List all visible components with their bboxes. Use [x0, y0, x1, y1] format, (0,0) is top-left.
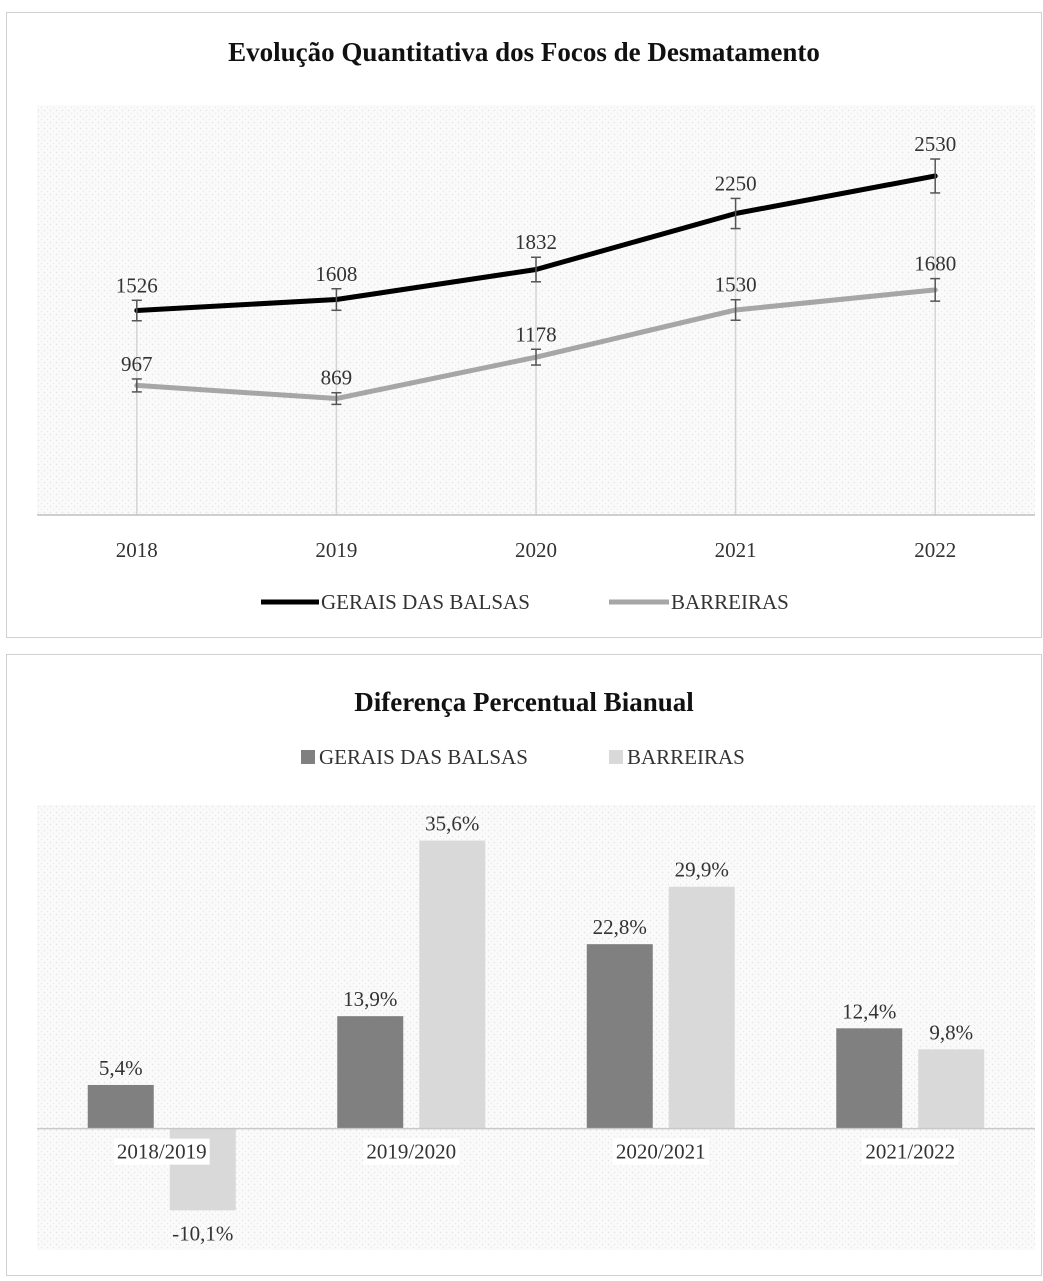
bar — [337, 1016, 404, 1129]
legend-label-gerais: GERAIS DAS BALSAS — [321, 590, 530, 614]
legend-swatch-barreiras — [609, 750, 623, 764]
data-label: -10,1% — [172, 1221, 233, 1245]
tick-label-bg — [862, 1138, 959, 1165]
bar — [918, 1049, 985, 1129]
bar — [668, 886, 735, 1129]
legend-label-gerais: GERAIS DAS BALSAS — [319, 745, 528, 769]
x-tick-label: 2018 — [116, 538, 158, 562]
data-label: 1526 — [116, 273, 158, 297]
line-legend: GERAIS DAS BALSAS BARREIRAS — [261, 590, 789, 614]
data-label: 13,9% — [343, 987, 397, 1011]
line-chart-panel: Evolução Quantitativa dos Focos de Desma… — [6, 12, 1042, 638]
data-label: 1680 — [914, 252, 956, 276]
x-tick-label: 2019 — [315, 538, 357, 562]
data-label: 1832 — [515, 230, 557, 254]
tick-label-bg — [113, 1138, 210, 1165]
data-label: 9,8% — [929, 1020, 973, 1044]
legend-swatch-gerais — [301, 750, 315, 764]
data-label: 869 — [321, 366, 353, 390]
data-label: 35,6% — [425, 812, 479, 836]
x-tick-label: 2020 — [515, 538, 557, 562]
data-label: 5,4% — [99, 1056, 143, 1080]
bar-plot-marks: 5,4% -10,1% 13,9% 35,6% 22,8% 29,9% 12,4% 9,8% 2… — [37, 812, 1035, 1245]
legend-label-barreiras: BARREIRAS — [671, 590, 789, 614]
x-tick-label: 2021/2022 — [865, 1140, 955, 1164]
data-label: 2250 — [715, 171, 757, 195]
tick-label-bg — [363, 1138, 460, 1165]
tick-label-bg — [612, 1138, 709, 1165]
bar — [419, 840, 486, 1129]
data-label: 967 — [121, 352, 153, 376]
x-tick-label: 2018/2019 — [117, 1140, 207, 1164]
line-plot-marks: 2018 2019 2020 2021 2022 1526 1608 1832 2250 2530… — [37, 132, 1035, 562]
legend-label-barreiras: BARREIRAS — [627, 745, 745, 769]
data-label: 1530 — [715, 273, 757, 297]
bar-legend: GERAIS DAS BALSAS BARREIRAS — [301, 745, 745, 769]
data-label: 12,4% — [842, 999, 896, 1023]
data-label: 2530 — [914, 132, 956, 156]
data-label: 22,8% — [593, 915, 647, 939]
data-label: 29,9% — [675, 858, 729, 882]
x-tick-label: 2020/2021 — [616, 1140, 706, 1164]
x-tick-label: 2019/2020 — [366, 1140, 456, 1164]
line-chart: Evolução Quantitativa dos Focos de Desma… — [37, 37, 1035, 614]
x-tick-label: 2022 — [914, 538, 956, 562]
bar-chart-panel: Diferença Percentual Bianual GERAIS DAS … — [6, 654, 1042, 1276]
bar-chart: Diferença Percentual Bianual GERAIS DAS … — [37, 687, 1035, 1250]
line-chart-title: Evolução Quantitativa dos Focos de Desma… — [228, 37, 820, 67]
bar — [87, 1084, 154, 1129]
bar — [586, 944, 653, 1129]
data-label: 1608 — [315, 262, 357, 286]
data-label: 1178 — [515, 322, 556, 346]
bar-chart-title: Diferença Percentual Bianual — [354, 687, 694, 717]
bar — [836, 1028, 903, 1129]
x-tick-label: 2021 — [715, 538, 757, 562]
